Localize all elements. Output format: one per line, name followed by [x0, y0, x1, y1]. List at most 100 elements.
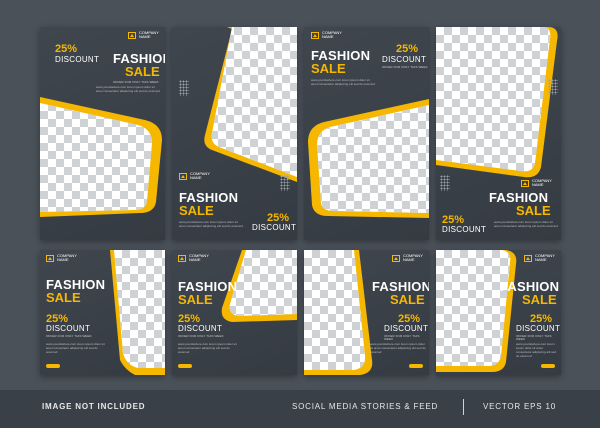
percent-text: 25% — [178, 313, 201, 325]
feed-card-1: COMPANY NAME FASHION SALE 25% DISCOUNT OF… — [40, 250, 165, 375]
footer-left-text: IMAGE NOT INCLUDED — [42, 402, 146, 411]
body-text: www.yoursitehere.com lorem ipsum dolor s… — [370, 342, 426, 355]
discount-text: DISCOUNT — [442, 225, 487, 234]
fashion-title: FASHION — [500, 279, 560, 294]
company-label: COMPANY — [190, 171, 210, 176]
sale-title: SALE — [311, 61, 346, 76]
fashion-title: FASHION — [179, 190, 239, 205]
company-name: NAME — [532, 182, 544, 188]
sale-title: SALE — [390, 292, 425, 307]
cta-button — [541, 364, 555, 368]
offer-caption: OFFER FOR ONLY THIS WEEK — [384, 334, 420, 341]
company-name: NAME — [57, 257, 69, 263]
body-text: www.yoursitehere.com lorem ipsum dolor s… — [311, 78, 375, 87]
sale-title: SALE — [178, 292, 213, 307]
dot-pattern — [548, 79, 558, 95]
discount-text: DISCOUNT — [178, 324, 223, 333]
company-logo: COMPANY NAME — [392, 253, 423, 263]
percent-text: 25% — [398, 313, 421, 325]
company-label: COMPANY — [57, 253, 77, 258]
cta-button — [46, 364, 60, 368]
company-name: NAME — [189, 257, 201, 263]
footer-right-text: VECTOR EPS 10 — [483, 402, 556, 411]
discount-text: DISCOUNT — [252, 223, 297, 232]
footer-band — [0, 390, 600, 428]
image-placeholder — [304, 250, 366, 370]
company-label: COMPANY — [189, 253, 209, 258]
sale-title: SALE — [179, 203, 214, 218]
percent-text: 25% — [55, 43, 78, 55]
company-logo: COMPANY NAME — [524, 253, 555, 263]
company-name: NAME — [139, 34, 151, 40]
feed-card-4: COMPANY NAME FASHION SALE 25% DISCOUNT OF… — [436, 250, 561, 375]
body-text: www.yoursitehere.com lorem ipsum dolor s… — [516, 342, 557, 359]
image-placeholder — [436, 250, 512, 366]
percent-text: 25% — [46, 313, 69, 325]
offer-caption: OFFER FOR ONLY THIS WEEK — [382, 65, 428, 69]
percent-text: 25% — [530, 313, 553, 325]
story-card-4: COMPANY NAME FASHION SALE 25% DISCOUNT ww… — [436, 27, 561, 240]
sale-title: SALE — [125, 64, 160, 79]
sale-title: SALE — [522, 292, 557, 307]
story-card-3: COMPANY NAME FASHION SALE 25% DISCOUNT OF… — [304, 27, 429, 240]
fashion-title: FASHION — [46, 277, 106, 292]
percent-text: 25% — [267, 212, 290, 224]
image-icon — [392, 254, 400, 262]
story-card-2: COMPANY NAME FASHION SALE 25% DISCOUNT ww… — [172, 27, 297, 240]
image-icon — [311, 31, 319, 39]
cta-button — [409, 364, 423, 368]
company-logo: COMPANY NAME — [128, 30, 159, 40]
image-placeholder — [210, 27, 297, 177]
company-name: NAME — [403, 257, 415, 263]
fashion-title: FASHION — [178, 279, 238, 294]
company-name: NAME — [190, 175, 202, 181]
feed-card-2: COMPANY NAME FASHION SALE 25% DISCOUNT OF… — [172, 250, 297, 375]
image-placeholder — [40, 103, 156, 212]
dot-pattern — [280, 175, 290, 191]
company-name: NAME — [535, 257, 547, 263]
sale-title: SALE — [46, 290, 81, 305]
fashion-title: FASHION — [372, 279, 429, 294]
offer-caption: OFFER FOR ONLY THIS WEEK — [113, 80, 159, 84]
body-text: www.yoursitehere.com lorem ipsum dolor s… — [179, 220, 243, 229]
percent-text: 25% — [442, 214, 465, 226]
footer-middle-text: SOCIAL MEDIA STORIES & FEED — [292, 402, 439, 411]
company-label: COMPANY — [535, 253, 555, 258]
discount-text: DISCOUNT — [384, 324, 429, 333]
feed-card-3: COMPANY NAME FASHION SALE 25% DISCOUNT OF… — [304, 250, 429, 375]
company-logo: COMPANY NAME — [179, 171, 210, 181]
offer-caption: OFFER FOR ONLY THIS WEEK — [516, 334, 552, 341]
company-logo: COMPANY NAME — [178, 253, 209, 263]
discount-text: DISCOUNT — [516, 324, 561, 333]
company-label: COMPANY — [403, 253, 423, 258]
image-icon — [128, 31, 136, 39]
image-icon — [179, 172, 187, 180]
fashion-title: FASHION — [489, 190, 549, 205]
image-icon — [521, 179, 529, 187]
body-text: www.yoursitehere.com lorem ipsum dolor s… — [178, 342, 237, 355]
percent-text: 25% — [396, 43, 419, 55]
company-name: NAME — [322, 34, 334, 40]
company-label: COMPANY — [139, 30, 159, 35]
dot-pattern — [440, 175, 450, 191]
fashion-title: FASHION — [113, 51, 165, 66]
discount-text: DISCOUNT — [382, 55, 427, 64]
cta-button — [178, 364, 192, 368]
body-text: www.yoursitehere.com lorem ipsum dolor s… — [46, 342, 105, 355]
offer-caption: OFFER FOR ONLY THIS WEEK — [46, 334, 92, 338]
image-icon — [46, 254, 54, 262]
fashion-title: FASHION — [311, 48, 371, 63]
discount-text: DISCOUNT — [46, 324, 91, 333]
image-placeholder — [436, 27, 554, 173]
company-logo: COMPANY NAME — [46, 253, 77, 263]
image-icon — [524, 254, 532, 262]
footer-divider — [463, 399, 464, 415]
company-label: COMPANY — [322, 30, 342, 35]
discount-text: DISCOUNT — [55, 55, 100, 64]
offer-caption: OFFER FOR ONLY THIS WEEK — [178, 334, 224, 338]
dot-pattern — [179, 80, 189, 96]
sale-title: SALE — [516, 203, 551, 218]
body-text: www.yoursitehere.com lorem ipsum dolor s… — [494, 220, 558, 229]
